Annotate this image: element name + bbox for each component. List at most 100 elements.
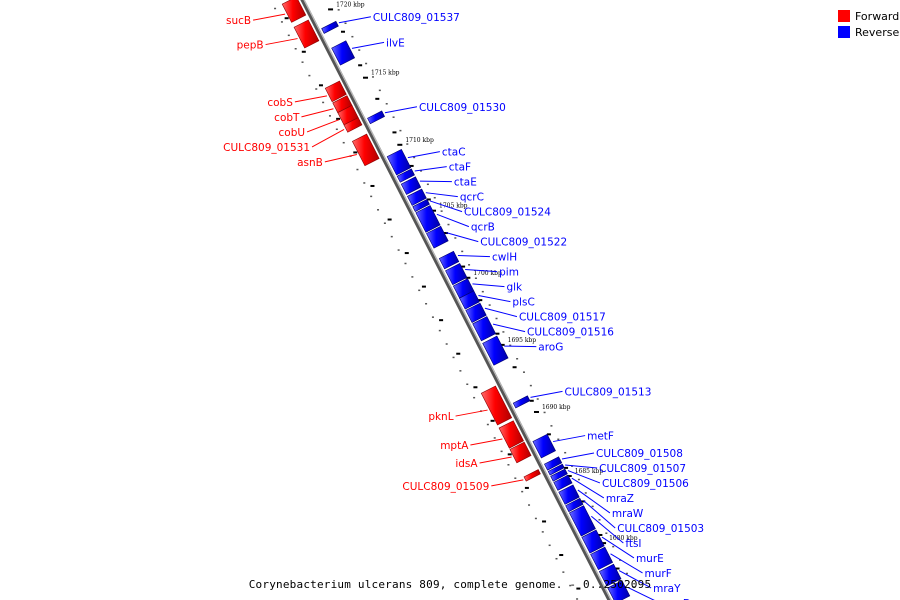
guide-dot xyxy=(452,356,455,359)
guide-dot xyxy=(584,492,587,494)
gene-block-murE xyxy=(581,529,605,554)
gene-block-metF xyxy=(532,433,556,459)
scale-tick xyxy=(328,8,334,11)
guide-dot xyxy=(454,237,457,239)
leader-line xyxy=(436,213,470,228)
guide-dot xyxy=(383,222,386,224)
guide-dash xyxy=(443,232,448,235)
guide-dot xyxy=(445,343,448,345)
gene-label-idsA: idsA xyxy=(455,458,478,470)
guide-dash xyxy=(507,453,512,456)
leader-line xyxy=(265,38,298,46)
guide-dash xyxy=(615,567,620,570)
guide-dot xyxy=(507,464,510,466)
guide-dot xyxy=(406,143,409,145)
gene-label-glk: glk xyxy=(506,282,523,294)
leader-line xyxy=(311,129,345,148)
guide-dot xyxy=(481,290,484,293)
gene-label-murE: murE xyxy=(636,553,664,565)
gene-label-cwlH: cwlH xyxy=(492,252,517,264)
guide-dot xyxy=(344,22,347,25)
scale-label: 1720 kbp xyxy=(336,1,365,8)
leader-line xyxy=(484,307,518,318)
gene-block-CULC809_01516 xyxy=(472,316,497,342)
leader-line xyxy=(561,452,595,460)
leader-line xyxy=(618,570,652,589)
forward-swatch xyxy=(838,10,850,22)
leader-line xyxy=(407,151,440,159)
guide-dash xyxy=(542,520,547,523)
gene-block-ilvE xyxy=(331,40,356,66)
guide-dash xyxy=(598,533,603,536)
guide-dash xyxy=(392,131,397,134)
reverse-swatch xyxy=(838,26,850,38)
gene-label-pknL: pknL xyxy=(428,411,453,423)
gene-block-CULC809_01531 xyxy=(343,117,363,133)
guide-dot xyxy=(562,571,565,573)
guide-dot xyxy=(612,545,615,548)
guide-dot xyxy=(493,437,496,439)
gene-label-sucB: sucB xyxy=(226,15,251,27)
guide-dot xyxy=(385,103,388,105)
leader-line xyxy=(414,166,447,172)
leader-line xyxy=(425,192,458,198)
guide-dot xyxy=(358,49,361,51)
leader-line xyxy=(457,255,490,258)
gene-label-ctaF: ctaF xyxy=(449,162,471,174)
leader-line xyxy=(351,41,385,49)
leader-line xyxy=(301,108,334,118)
scale-label: 1710 kbp xyxy=(405,137,434,144)
guide-dot xyxy=(577,478,580,481)
gene-label-ctaE: ctaE xyxy=(454,177,477,189)
gene-block-CULC809_01507 xyxy=(547,463,565,476)
gene-block-plsC xyxy=(459,290,480,310)
guide-dot xyxy=(356,168,359,171)
guide-dot xyxy=(541,531,544,533)
scale-label: 1680 kbp xyxy=(609,535,638,542)
guide-dash xyxy=(576,587,581,590)
legend-reverse-label: Reverse xyxy=(855,25,900,39)
leader-line xyxy=(455,409,488,417)
legend-forward-label: Forward xyxy=(855,9,900,23)
guide-dot xyxy=(534,517,537,520)
guide-dash xyxy=(478,299,483,302)
scale-label: 1695 kbp xyxy=(508,337,537,344)
guide-dash xyxy=(375,97,380,100)
guide-dot xyxy=(363,182,366,184)
gene-block-CULC809_01506 xyxy=(550,468,568,482)
guide-dash xyxy=(426,198,431,201)
gene-label-CULC809_01531: CULC809_01531 xyxy=(223,142,310,154)
gene-label-CULC809_01516: CULC809_01516 xyxy=(527,327,614,339)
guide-dot xyxy=(473,396,476,399)
leader-line xyxy=(504,345,537,348)
gene-label-CULC809_01506: CULC809_01506 xyxy=(602,478,689,490)
gene-block-ctaE xyxy=(400,176,422,195)
guide-dot xyxy=(308,74,311,77)
strand-guides xyxy=(274,7,635,600)
guide-dot xyxy=(433,196,436,199)
guide-dot xyxy=(377,209,380,211)
gene-block-qcrC xyxy=(407,188,427,206)
gene-label-CULC809_01522: CULC809_01522 xyxy=(480,237,567,249)
leader-line xyxy=(565,464,598,469)
guide-dot xyxy=(440,210,443,212)
guide-dot xyxy=(431,316,434,318)
guide-dot xyxy=(301,61,304,63)
scale-label: 1705 kbp xyxy=(439,203,468,210)
guide-dot xyxy=(555,557,558,560)
guide-dot xyxy=(335,128,338,131)
guide-dot xyxy=(365,62,368,65)
gene-block-CULC809_01503 xyxy=(565,497,584,513)
guide-dash xyxy=(456,352,461,355)
guide-dash xyxy=(546,433,551,436)
scale-tick xyxy=(465,276,471,279)
gene-block-mraY xyxy=(598,563,622,587)
leader-line xyxy=(470,438,503,446)
guide-dot xyxy=(591,505,594,508)
guide-dash xyxy=(512,366,517,369)
guide-dash xyxy=(529,399,534,402)
guide-dot xyxy=(564,451,567,454)
leader-line xyxy=(491,479,524,487)
gene-block-mraZ xyxy=(553,474,573,491)
gene-block-CULC809_01508 xyxy=(544,456,563,471)
